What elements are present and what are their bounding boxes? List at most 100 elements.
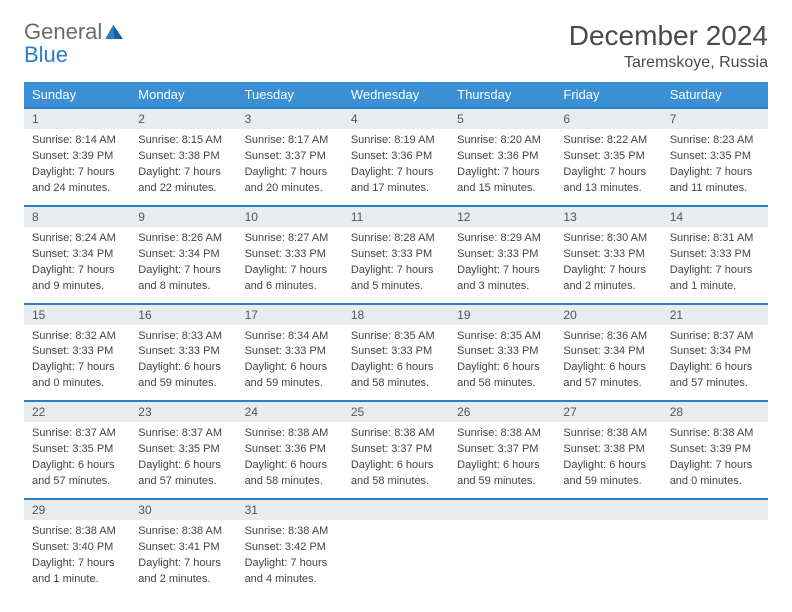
daylight-text-1: Daylight: 6 hours (457, 458, 547, 474)
calendar-day-cell: 3Sunrise: 8:17 AMSunset: 3:37 PMDaylight… (237, 108, 343, 206)
daylight-text-1: Daylight: 7 hours (351, 165, 441, 181)
calendar-day-cell: 2Sunrise: 8:15 AMSunset: 3:38 PMDaylight… (130, 108, 236, 206)
calendar-day-cell: 15Sunrise: 8:32 AMSunset: 3:33 PMDayligh… (24, 303, 130, 401)
day-number: 17 (237, 304, 343, 325)
daylight-text-2: and 11 minutes. (670, 181, 760, 197)
day-content: Sunrise: 8:31 AMSunset: 3:33 PMDaylight:… (662, 227, 768, 303)
day-number: 29 (24, 499, 130, 520)
day-content: Sunrise: 8:28 AMSunset: 3:33 PMDaylight:… (343, 227, 449, 303)
daylight-text-2: and 22 minutes. (138, 181, 228, 197)
daylight-text-2: and 59 minutes. (138, 376, 228, 392)
day-number (555, 499, 661, 520)
weekday-header: Sunday (24, 82, 130, 108)
day-content: Sunrise: 8:38 AMSunset: 3:36 PMDaylight:… (237, 422, 343, 498)
sunrise-text: Sunrise: 8:31 AM (670, 231, 760, 247)
sunrise-text: Sunrise: 8:36 AM (563, 329, 653, 345)
calendar-day-cell: 7Sunrise: 8:23 AMSunset: 3:35 PMDaylight… (662, 108, 768, 206)
sunrise-text: Sunrise: 8:38 AM (351, 426, 441, 442)
day-content: Sunrise: 8:24 AMSunset: 3:34 PMDaylight:… (24, 227, 130, 303)
day-number: 10 (237, 206, 343, 227)
weekday-header: Tuesday (237, 82, 343, 108)
day-number: 8 (24, 206, 130, 227)
calendar-day-cell: 12Sunrise: 8:29 AMSunset: 3:33 PMDayligh… (449, 205, 555, 303)
calendar-day-cell: 5Sunrise: 8:20 AMSunset: 3:36 PMDaylight… (449, 108, 555, 206)
day-content: Sunrise: 8:36 AMSunset: 3:34 PMDaylight:… (555, 325, 661, 401)
weekday-header: Saturday (662, 82, 768, 108)
logo-text-general: General (24, 19, 102, 44)
calendar-day-cell: 9Sunrise: 8:26 AMSunset: 3:34 PMDaylight… (130, 205, 236, 303)
sunrise-text: Sunrise: 8:15 AM (138, 133, 228, 149)
daylight-text-2: and 1 minute. (670, 279, 760, 295)
calendar-day-cell: 17Sunrise: 8:34 AMSunset: 3:33 PMDayligh… (237, 303, 343, 401)
daylight-text-2: and 20 minutes. (245, 181, 335, 197)
day-content: Sunrise: 8:38 AMSunset: 3:39 PMDaylight:… (662, 422, 768, 498)
daylight-text-2: and 59 minutes. (563, 474, 653, 490)
daylight-text-2: and 8 minutes. (138, 279, 228, 295)
daylight-text-2: and 59 minutes. (457, 474, 547, 490)
day-content: Sunrise: 8:30 AMSunset: 3:33 PMDaylight:… (555, 227, 661, 303)
daylight-text-2: and 9 minutes. (32, 279, 122, 295)
sunrise-text: Sunrise: 8:20 AM (457, 133, 547, 149)
daylight-text-2: and 4 minutes. (245, 572, 335, 588)
daylight-text-2: and 1 minute. (32, 572, 122, 588)
sunrise-text: Sunrise: 8:38 AM (457, 426, 547, 442)
sunrise-text: Sunrise: 8:23 AM (670, 133, 760, 149)
calendar-day-cell: 10Sunrise: 8:27 AMSunset: 3:33 PMDayligh… (237, 205, 343, 303)
calendar-week-row: 1Sunrise: 8:14 AMSunset: 3:39 PMDaylight… (24, 108, 768, 206)
day-number: 18 (343, 304, 449, 325)
daylight-text-2: and 6 minutes. (245, 279, 335, 295)
daylight-text-1: Daylight: 7 hours (245, 165, 335, 181)
day-number: 22 (24, 401, 130, 422)
calendar-day-cell: 6Sunrise: 8:22 AMSunset: 3:35 PMDaylight… (555, 108, 661, 206)
daylight-text-1: Daylight: 6 hours (670, 360, 760, 376)
calendar-day-cell (555, 499, 661, 596)
calendar-day-cell: 1Sunrise: 8:14 AMSunset: 3:39 PMDaylight… (24, 108, 130, 206)
sunrise-text: Sunrise: 8:26 AM (138, 231, 228, 247)
sunrise-text: Sunrise: 8:35 AM (351, 329, 441, 345)
daylight-text-2: and 57 minutes. (32, 474, 122, 490)
day-number: 9 (130, 206, 236, 227)
sunset-text: Sunset: 3:33 PM (351, 344, 441, 360)
daylight-text-1: Daylight: 7 hours (457, 263, 547, 279)
weekday-header: Friday (555, 82, 661, 108)
logo-triangle-icon (105, 20, 125, 43)
day-number: 11 (343, 206, 449, 227)
day-number: 13 (555, 206, 661, 227)
sunset-text: Sunset: 3:37 PM (351, 442, 441, 458)
sunrise-text: Sunrise: 8:35 AM (457, 329, 547, 345)
day-number: 31 (237, 499, 343, 520)
sunset-text: Sunset: 3:33 PM (670, 247, 760, 263)
day-number: 23 (130, 401, 236, 422)
daylight-text-2: and 15 minutes. (457, 181, 547, 197)
day-number: 20 (555, 304, 661, 325)
sunset-text: Sunset: 3:33 PM (32, 344, 122, 360)
day-number: 21 (662, 304, 768, 325)
sunrise-text: Sunrise: 8:30 AM (563, 231, 653, 247)
sunset-text: Sunset: 3:34 PM (138, 247, 228, 263)
calendar-day-cell: 11Sunrise: 8:28 AMSunset: 3:33 PMDayligh… (343, 205, 449, 303)
sunset-text: Sunset: 3:34 PM (563, 344, 653, 360)
daylight-text-1: Daylight: 7 hours (32, 165, 122, 181)
daylight-text-2: and 2 minutes. (563, 279, 653, 295)
day-number: 3 (237, 108, 343, 129)
daylight-text-1: Daylight: 7 hours (245, 263, 335, 279)
day-content: Sunrise: 8:35 AMSunset: 3:33 PMDaylight:… (449, 325, 555, 401)
sunrise-text: Sunrise: 8:38 AM (670, 426, 760, 442)
sunrise-text: Sunrise: 8:32 AM (32, 329, 122, 345)
sunset-text: Sunset: 3:36 PM (351, 149, 441, 165)
calendar-table: Sunday Monday Tuesday Wednesday Thursday… (24, 82, 768, 596)
sunset-text: Sunset: 3:33 PM (457, 344, 547, 360)
daylight-text-2: and 58 minutes. (245, 474, 335, 490)
day-number: 1 (24, 108, 130, 129)
sunset-text: Sunset: 3:36 PM (245, 442, 335, 458)
sunrise-text: Sunrise: 8:38 AM (32, 524, 122, 540)
day-content (662, 520, 768, 580)
sunset-text: Sunset: 3:33 PM (245, 344, 335, 360)
weekday-header-row: Sunday Monday Tuesday Wednesday Thursday… (24, 82, 768, 108)
day-content: Sunrise: 8:29 AMSunset: 3:33 PMDaylight:… (449, 227, 555, 303)
day-number (662, 499, 768, 520)
sunrise-text: Sunrise: 8:29 AM (457, 231, 547, 247)
calendar-week-row: 15Sunrise: 8:32 AMSunset: 3:33 PMDayligh… (24, 303, 768, 401)
sunrise-text: Sunrise: 8:33 AM (138, 329, 228, 345)
day-number: 12 (449, 206, 555, 227)
